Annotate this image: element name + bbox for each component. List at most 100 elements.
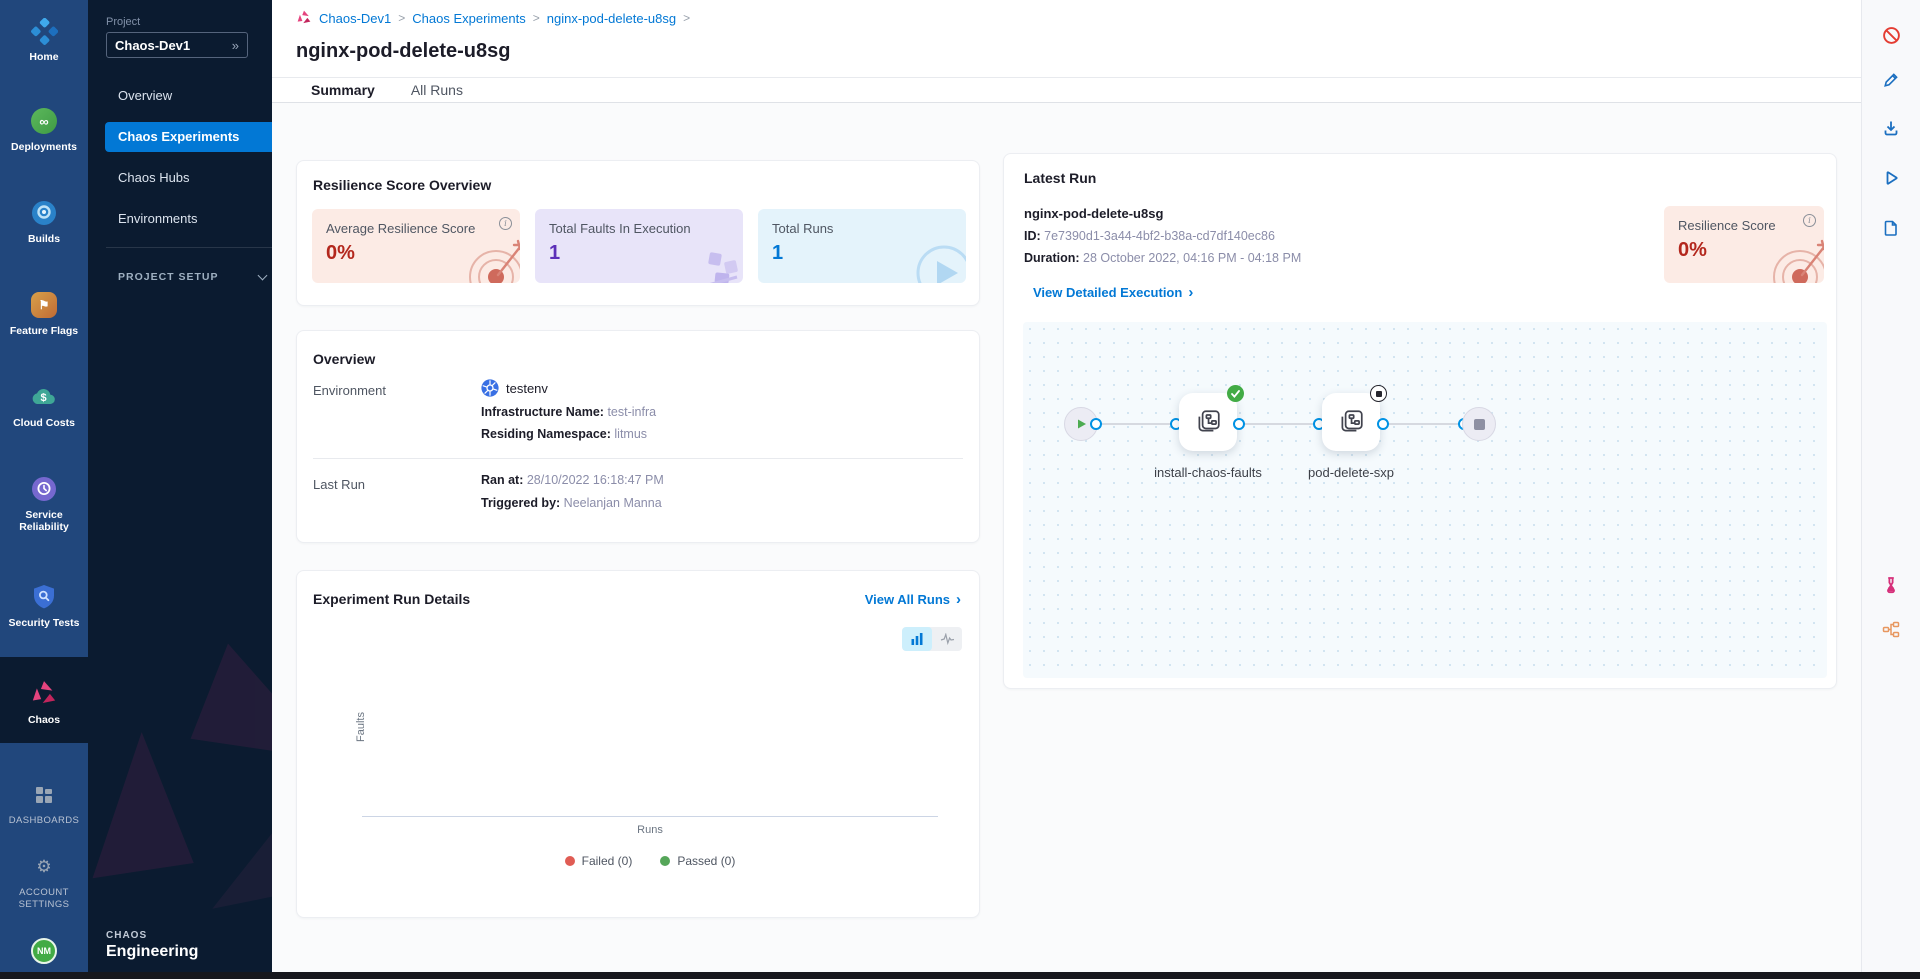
sidebar-item-environments[interactable]: Environments — [118, 211, 198, 226]
module-sidebar: Home ∞ Deployments Builds ⚑ Feature Flag… — [0, 0, 88, 972]
breadcrumb-link-project[interactable]: Chaos-Dev1 — [319, 10, 392, 26]
sidebar-item-home[interactable]: Home — [0, 16, 88, 63]
breadcrumb-separator: > — [683, 11, 691, 25]
triggered-by-value: Neelanjan Manna — [563, 496, 662, 510]
bottom-edge-bar — [0, 972, 1920, 979]
download-manifest-button[interactable] — [1875, 112, 1907, 144]
document-icon — [1884, 220, 1897, 236]
experiment-step-icon — [1198, 410, 1220, 432]
stopped-badge-icon — [1370, 385, 1387, 402]
view-all-runs-link[interactable]: View All Runs › — [864, 591, 961, 608]
breadcrumb-link-experiments[interactable]: Chaos Experiments — [412, 10, 526, 26]
latest-run-id-row: ID: 7e7390d1-3a44-4bf2-b38a-cd7df140ec86 — [1024, 229, 1275, 243]
sidebar-item-security-tests[interactable]: Security Tests — [0, 582, 88, 629]
header-divider — [272, 77, 1861, 78]
environment-label: Environment — [313, 383, 386, 398]
deployments-icon: ∞ — [0, 106, 88, 136]
average-resilience-score-value: 0% — [326, 242, 355, 264]
cloud-costs-icon: $ — [0, 382, 88, 412]
breadcrumb-link-experiment[interactable]: nginx-pod-delete-u8sg — [546, 10, 677, 26]
failed-dot-icon — [564, 856, 575, 866]
total-runs-tile: Total Runs 1 — [758, 209, 966, 283]
info-icon[interactable]: i — [1803, 214, 1816, 227]
run-experiment-button[interactable] — [1875, 162, 1907, 194]
latest-run-duration-value: 28 October 2022, 04:16 PM - 04:18 PM — [1083, 251, 1302, 265]
environment-name[interactable]: testenv — [506, 380, 548, 396]
chart-legend: Failed (0) Passed (0) — [362, 854, 938, 868]
feature-flags-icon: ⚑ — [0, 290, 88, 320]
ban-icon — [1882, 26, 1900, 44]
project-selector[interactable]: Chaos-Dev1 » — [106, 32, 248, 58]
pipeline-view-button[interactable] — [1875, 614, 1907, 646]
passed-dot-icon — [660, 856, 671, 866]
sidebar-item-feature-flags[interactable]: ⚑ Feature Flags — [0, 290, 88, 337]
pipeline-node-install-chaos-faults[interactable] — [1179, 385, 1244, 451]
security-tests-icon — [0, 582, 88, 612]
row-divider — [313, 458, 963, 459]
ran-at-value: 28/10/2022 16:18:47 PM — [526, 473, 664, 487]
pencil-icon — [1884, 73, 1898, 87]
project-sidebar: Project Chaos-Dev1 » Overview Chaos Expe… — [88, 0, 272, 972]
experiment-run-details-card: Experiment Run Details View All Runs › — [296, 570, 980, 918]
info-icon[interactable]: i — [499, 217, 512, 230]
sidebar-item-account-settings[interactable]: ⚙ ACCOUNT SETTINGS — [0, 852, 88, 911]
resilience-score-tile: i Resilience Score 0% — [1664, 206, 1824, 283]
brand: CHAOS Engineering — [106, 930, 199, 960]
hierarchy-icon — [1882, 621, 1900, 638]
svg-text:$: $ — [40, 392, 46, 404]
expand-sidebar-icon[interactable]: » — [231, 37, 239, 53]
sidebar-item-overview[interactable]: Overview — [118, 88, 173, 103]
sidebar-item-builds[interactable]: Builds — [0, 198, 88, 245]
ran-at-row: Ran at: 28/10/2022 16:18:47 PM — [481, 473, 664, 487]
chart-xlabel: Runs — [637, 824, 663, 836]
stop-experiment-button[interactable] — [1875, 19, 1907, 51]
sidebar-item-chaos-experiments[interactable]: Chaos Experiments — [105, 122, 272, 152]
view-manifest-button[interactable] — [1875, 212, 1907, 244]
flask-icon — [1887, 577, 1895, 594]
breadcrumb: Chaos-Dev1 > Chaos Experiments > nginx-p… — [296, 10, 690, 26]
sidebar-item-dashboards[interactable]: DASHBOARDS — [0, 780, 88, 827]
pipeline-node-pod-delete[interactable] — [1322, 385, 1387, 451]
pipeline-end-node[interactable] — [1462, 407, 1496, 441]
chart-x-axis — [362, 816, 938, 817]
chart-ylabel: Faults — [355, 712, 367, 742]
latest-run-id-value: 7e7390d1-3a44-4bf2-b38a-cd7df140ec86 — [1044, 229, 1275, 243]
line-chart-toggle-button[interactable] — [932, 627, 962, 651]
legend-item-passed[interactable]: Passed (0) — [660, 854, 735, 868]
overview-card: Overview Environment testenv — [296, 330, 980, 543]
project-setup-toggle[interactable]: PROJECT SETUP — [118, 270, 267, 283]
resilience-score-overview-card: Resilience Score Overview i Average Resi… — [296, 160, 980, 306]
node-label: install-chaos-faults — [1154, 465, 1262, 480]
play-icon — [1078, 419, 1086, 429]
sidebar-item-cloud-costs[interactable]: $ Cloud Costs — [0, 382, 88, 429]
stop-icon — [1473, 418, 1485, 430]
legend-item-failed[interactable]: Failed (0) — [564, 854, 632, 868]
download-icon — [1884, 121, 1898, 136]
sidebar-item-deployments[interactable]: ∞ Deployments — [0, 106, 88, 153]
view-detailed-execution-link[interactable]: View Detailed Execution › — [1033, 284, 1194, 301]
sidebar-item-chaos-hubs[interactable]: Chaos Hubs — [118, 170, 190, 185]
bar-chart-toggle-button[interactable] — [902, 627, 932, 651]
pipeline-canvas: install-chaos-faults pod-delete-sxp — [1023, 322, 1827, 678]
sidebar-item-chaos[interactable]: Chaos — [0, 657, 88, 743]
card-title: Resilience Score Overview — [313, 177, 492, 193]
page-title: nginx-pod-delete-u8sg — [296, 40, 511, 62]
breadcrumb-separator: > — [398, 11, 406, 25]
sidebar-item-service-reliability[interactable]: Service Reliability — [0, 474, 88, 533]
node-label: pod-delete-sxp — [1308, 465, 1394, 480]
latest-run-card: Latest Run nginx-pod-delete-u8sg ID: 7e7… — [1003, 153, 1837, 689]
avatar[interactable]: NM — [31, 938, 57, 964]
sidebar-divider — [106, 247, 272, 248]
page-header: Chaos-Dev1 > Chaos Experiments > nginx-p… — [272, 0, 1861, 106]
faults-illustration — [708, 252, 738, 283]
chaos-studio-button[interactable] — [1875, 569, 1907, 601]
project-name: Chaos-Dev1 — [115, 37, 191, 53]
target-illustration — [1773, 239, 1824, 283]
content-area: Resilience Score Overview i Average Resi… — [272, 103, 1861, 972]
tab-all-runs[interactable]: All Runs — [410, 82, 463, 98]
success-badge-icon — [1227, 385, 1244, 402]
connector-dot — [1377, 418, 1389, 430]
total-faults-value: 1 — [549, 242, 561, 264]
edit-experiment-button[interactable] — [1875, 64, 1907, 96]
pipeline-connector-line — [1098, 423, 1464, 425]
